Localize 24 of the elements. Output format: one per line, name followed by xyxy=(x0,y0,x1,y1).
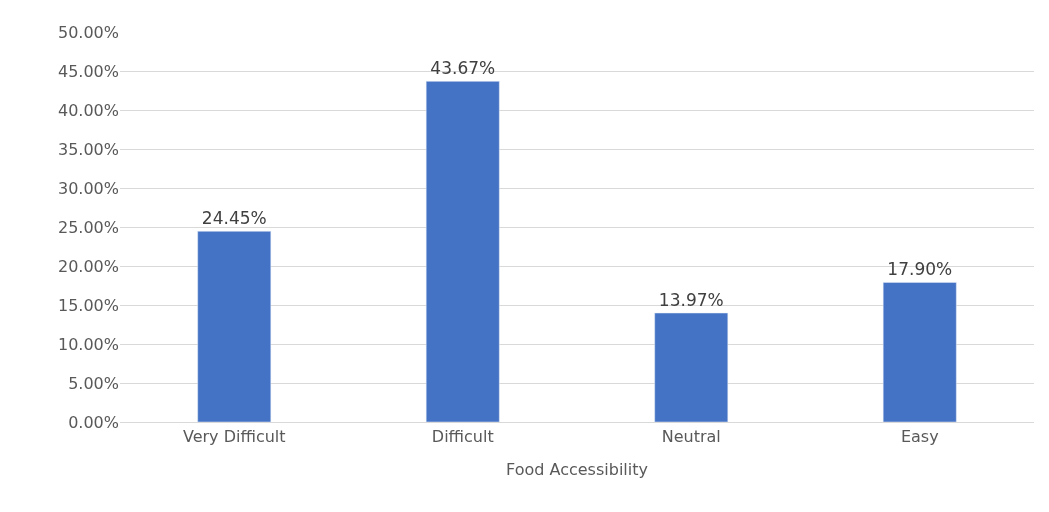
x-tick-label: Very Difficult xyxy=(182,427,286,447)
y-tick-label: 35.00% xyxy=(57,139,119,159)
y-tick-label: 25.00% xyxy=(57,217,119,237)
y-tick-label: 30.00% xyxy=(57,178,119,198)
x-axis-title: Food Accessibility xyxy=(506,459,648,479)
x-tick-label: Neutral xyxy=(661,427,721,447)
bar xyxy=(882,282,957,422)
y-tick-label: 0.00% xyxy=(68,412,119,432)
bar xyxy=(654,312,729,422)
bar xyxy=(425,81,500,422)
bar xyxy=(197,231,272,422)
data-label: 43.67% xyxy=(430,58,496,79)
data-label: 17.90% xyxy=(887,259,953,280)
y-tick-label: 15.00% xyxy=(57,295,119,315)
y-tick-label: 20.00% xyxy=(57,256,119,276)
data-label: 13.97% xyxy=(658,290,724,311)
y-tick-label: 10.00% xyxy=(57,334,119,354)
x-tick-label: Easy xyxy=(900,427,939,447)
y-tick-label: 5.00% xyxy=(68,373,119,393)
x-tick-label: Difficult xyxy=(431,427,494,447)
y-tick-label: 45.00% xyxy=(57,61,119,81)
y-tick-label: 40.00% xyxy=(57,100,119,120)
y-tick-label: 50.00% xyxy=(57,22,119,42)
data-label: 24.45% xyxy=(201,208,267,229)
